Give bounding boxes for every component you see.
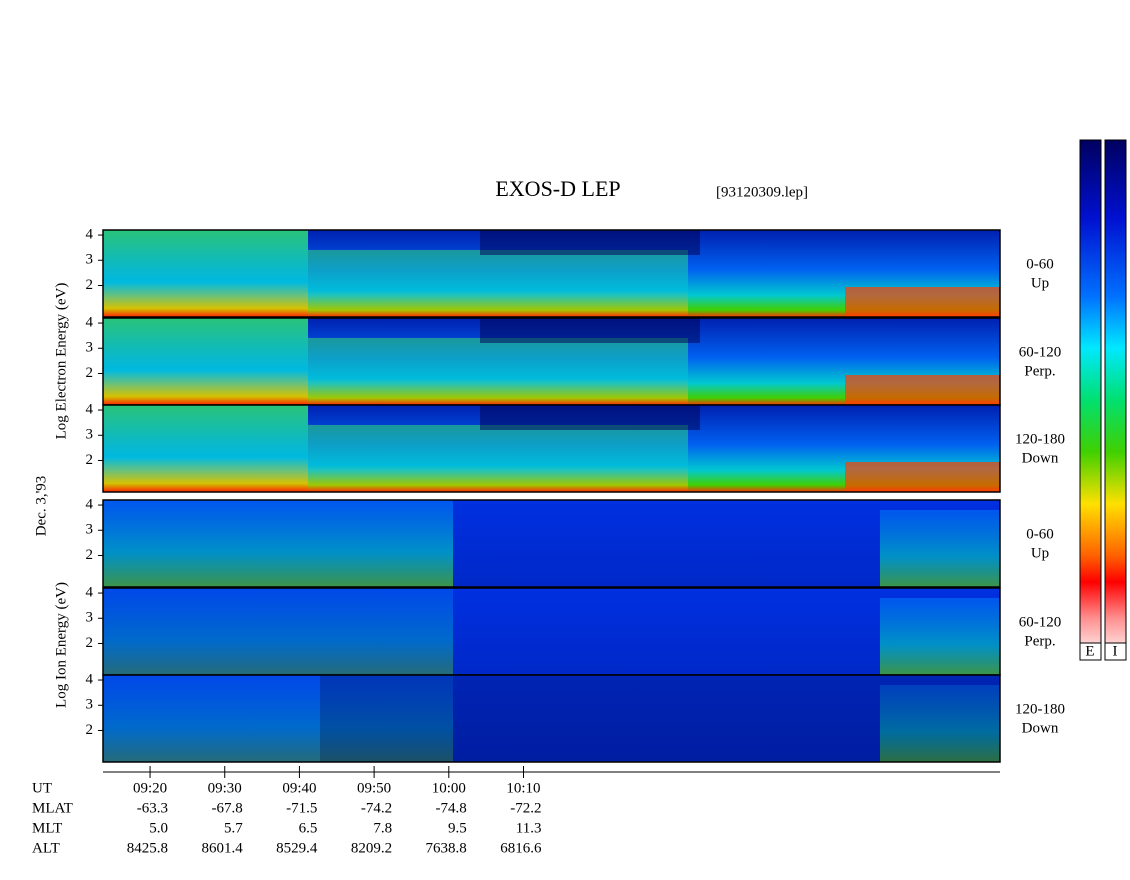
y-tick-label: 3 [86,522,94,538]
x-tick-label: 09:30 [208,780,242,796]
panel-direction: Perp. [1024,633,1055,649]
y-tick-label: 3 [86,697,94,713]
y-tick-label: 2 [86,722,94,738]
ephemeris-value: 7.8 [373,820,392,836]
y-tick-label: 4 [86,584,94,600]
spectrogram-region [480,230,700,255]
panel-direction: Up [1031,545,1049,561]
y-tick-label: 4 [86,401,94,417]
panel-angle: 120-180 [1015,701,1065,717]
y-tick-label: 3 [86,610,94,626]
x-tick-label: 09:50 [357,780,391,796]
y-tick-label: 2 [86,452,94,468]
ephemeris-value: 8529.4 [276,840,318,856]
y-tick-label: 4 [86,226,94,242]
spectrogram-region [880,510,1000,587]
spectrogram-region [480,318,700,343]
ephemeris-value: 5.7 [224,820,243,836]
spectrogram-region [103,405,308,492]
ephemeris-value: 6.5 [299,820,318,836]
ephemeris-label: MLT [32,820,62,836]
ephemeris-value: 11.3 [516,820,542,836]
spectrogram-region [103,318,308,405]
ephemeris-value: 7638.8 [426,840,467,856]
y-tick-label: 3 [86,427,94,443]
panel-angle: 60-120 [1019,614,1062,630]
ion-axis-label: Log Ion Energy (eV) [53,582,69,708]
file-name: [93120309.lep] [716,184,808,200]
spectrogram-region [308,338,688,405]
y-tick-label: 2 [86,365,94,381]
spectrogram-region [308,250,688,317]
ephemeris-value: 5.0 [149,820,168,836]
panel-frame [102,229,1001,318]
ephemeris-value: 8425.8 [127,840,168,856]
colorbar [1104,139,1127,661]
ephemeris-value: -74.8 [436,800,467,816]
colorbar [1079,139,1102,661]
ephemeris-value: -74.2 [361,800,392,816]
panel-angle: 0-60 [1026,526,1054,542]
title: EXOS-D LEP [495,176,620,201]
y-tick-label: 4 [86,314,94,330]
spectrogram-region [103,500,453,587]
spectrogram-region [308,425,688,492]
y-tick-label: 4 [86,496,94,512]
x-tick-label: 10:00 [432,780,466,796]
x-tick-label: 09:40 [282,780,316,796]
panel-angle: 120-180 [1015,431,1065,447]
panel-direction: Down [1022,720,1059,736]
x-tick-label: 09:20 [133,780,167,796]
ephemeris-value: -63.3 [137,800,168,816]
colorbar-label-box [1104,642,1127,661]
panel-angle: 0-60 [1026,256,1054,272]
panel-angle: 60-120 [1019,344,1062,360]
ephemeris-value: -71.5 [286,800,317,816]
panel-frame [102,674,1001,763]
panel-direction: Perp. [1024,363,1055,379]
colorbar-label-box [1079,642,1102,661]
y-tick-label: 2 [86,277,94,293]
spectrogram-region [480,405,700,430]
colorbar-label: E [1085,643,1094,659]
ephemeris-value: 8209.2 [351,840,392,856]
spectrogram-region [880,685,1000,762]
ephemeris-value: 8601.4 [201,840,243,856]
ephemeris-label: MLAT [32,800,73,816]
spectrogram-region [845,287,1000,317]
y-tick-label: 3 [86,252,94,268]
x-tick-label: 10:10 [506,780,540,796]
panel-direction: Up [1031,275,1049,291]
spectrogram-region [103,588,453,675]
panel-frame [102,404,1001,493]
y-tick-label: 2 [86,635,94,651]
panel-frame [102,499,1001,588]
spectrogram-region [103,675,453,762]
ephemeris-label: ALT [32,840,60,856]
y-tick-label: 4 [86,671,94,687]
ephemeris-value: -67.8 [211,800,242,816]
electron-axis-label: Log Electron Energy (eV) [53,283,69,440]
ephemeris-value: -72.2 [510,800,541,816]
spectrogram-region [103,230,308,317]
date-label: Dec. 3,'93 [33,476,49,537]
x-axis-label: UT [32,780,52,796]
ephemeris-value: 9.5 [448,820,467,836]
colorbar-label: I [1113,643,1118,659]
spectrogram-region [320,675,1000,762]
spectrogram-region [880,598,1000,675]
ephemeris-value: 6816.6 [500,840,542,856]
y-tick-label: 3 [86,340,94,356]
panel-direction: Down [1022,450,1059,466]
spectrogram-region [845,462,1000,492]
spectrogram-region [845,375,1000,405]
y-tick-label: 2 [86,547,94,563]
